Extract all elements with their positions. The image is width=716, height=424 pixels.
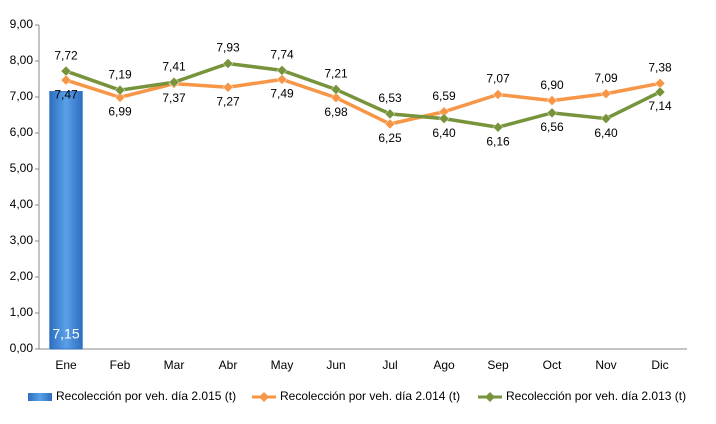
x-tick-label: Jul xyxy=(382,358,397,372)
legend-label: Recolección por veh. día 2.015 (t) xyxy=(56,389,236,403)
bar xyxy=(49,91,83,350)
marker xyxy=(546,107,558,119)
data-label: 7,14 xyxy=(648,99,672,113)
legend-marker xyxy=(485,392,495,402)
data-label: 6,53 xyxy=(378,91,402,105)
marker xyxy=(384,108,396,120)
data-label: 7,74 xyxy=(270,48,294,62)
marker xyxy=(168,76,180,88)
data-label: 7,41 xyxy=(162,59,186,73)
line xyxy=(65,77,661,126)
x-tick-label: Sep xyxy=(487,358,509,372)
y-tick-label: 0,00 xyxy=(10,341,34,355)
y-tick-label: 8,00 xyxy=(10,53,34,67)
y-tick-label: 6,00 xyxy=(10,125,34,139)
data-label: 7,47 xyxy=(54,87,78,101)
data-label: 6,40 xyxy=(432,126,456,140)
y-tick-label: 4,00 xyxy=(10,197,34,211)
marker xyxy=(60,74,72,86)
y-tick-label: 3,00 xyxy=(10,233,34,247)
x-tick-label: Abr xyxy=(219,358,238,372)
legend-label: Recolección por veh. día 2.014 (t) xyxy=(280,389,460,403)
data-label: 7,19 xyxy=(108,67,132,81)
x-tick-label: Jun xyxy=(326,358,345,372)
marker xyxy=(276,74,288,85)
data-label: 7,93 xyxy=(216,41,240,55)
data-label: 6,99 xyxy=(108,105,132,119)
x-tick-label: Feb xyxy=(110,358,131,372)
x-tick-label: Oct xyxy=(543,358,562,372)
y-tick-label: 1,00 xyxy=(10,305,34,319)
marker xyxy=(438,113,450,124)
data-label: 7,07 xyxy=(486,72,510,86)
y-tick-label: 5,00 xyxy=(10,161,34,175)
marker xyxy=(492,89,504,100)
data-label: 6,16 xyxy=(486,134,510,148)
marker xyxy=(546,95,558,106)
data-label: 6,90 xyxy=(540,78,564,92)
data-label: 6,56 xyxy=(540,120,564,134)
y-tick-label: 9,00 xyxy=(10,17,34,31)
data-label: 6,40 xyxy=(594,126,618,140)
x-tick-label: May xyxy=(271,358,294,372)
marker xyxy=(60,65,72,77)
marker xyxy=(384,118,396,130)
marker xyxy=(654,86,666,98)
x-tick-label: Dic xyxy=(651,358,668,372)
x-tick-label: Ene xyxy=(55,358,77,372)
data-label: 7,72 xyxy=(54,48,78,62)
data-label: 7,27 xyxy=(216,94,240,108)
marker xyxy=(276,65,288,76)
data-label: 7,21 xyxy=(324,67,348,81)
marker xyxy=(222,81,234,93)
data-label: 7,49 xyxy=(270,87,294,101)
marker xyxy=(114,92,126,103)
legend: Recolección por veh. día 2.015 (t) Recole… xyxy=(28,389,686,403)
y-tick-label: 7,00 xyxy=(10,89,34,103)
data-label: 6,25 xyxy=(378,131,402,145)
legend-swatch xyxy=(28,393,52,401)
data-label: 6,98 xyxy=(324,105,348,119)
marker xyxy=(330,84,342,95)
data-label: 7,38 xyxy=(648,60,672,74)
x-tick-label: Ago xyxy=(433,358,455,372)
marker xyxy=(330,92,342,104)
bar-value-label: 7,15 xyxy=(52,326,79,342)
marker xyxy=(114,84,126,96)
legend-label: Recolección por veh. día 2.013 (t) xyxy=(506,389,686,403)
marker xyxy=(600,88,612,100)
data-label: 7,09 xyxy=(594,71,618,85)
marker xyxy=(222,58,234,69)
x-tick-label: Nov xyxy=(595,358,616,372)
y-tick-label: 2,00 xyxy=(10,269,34,283)
marker xyxy=(600,113,612,124)
legend-marker xyxy=(259,392,269,402)
marker xyxy=(492,121,504,133)
data-label: 7,37 xyxy=(162,91,186,105)
data-label: 6,59 xyxy=(432,89,456,103)
line xyxy=(65,61,661,130)
x-tick-label: Mar xyxy=(164,358,185,372)
